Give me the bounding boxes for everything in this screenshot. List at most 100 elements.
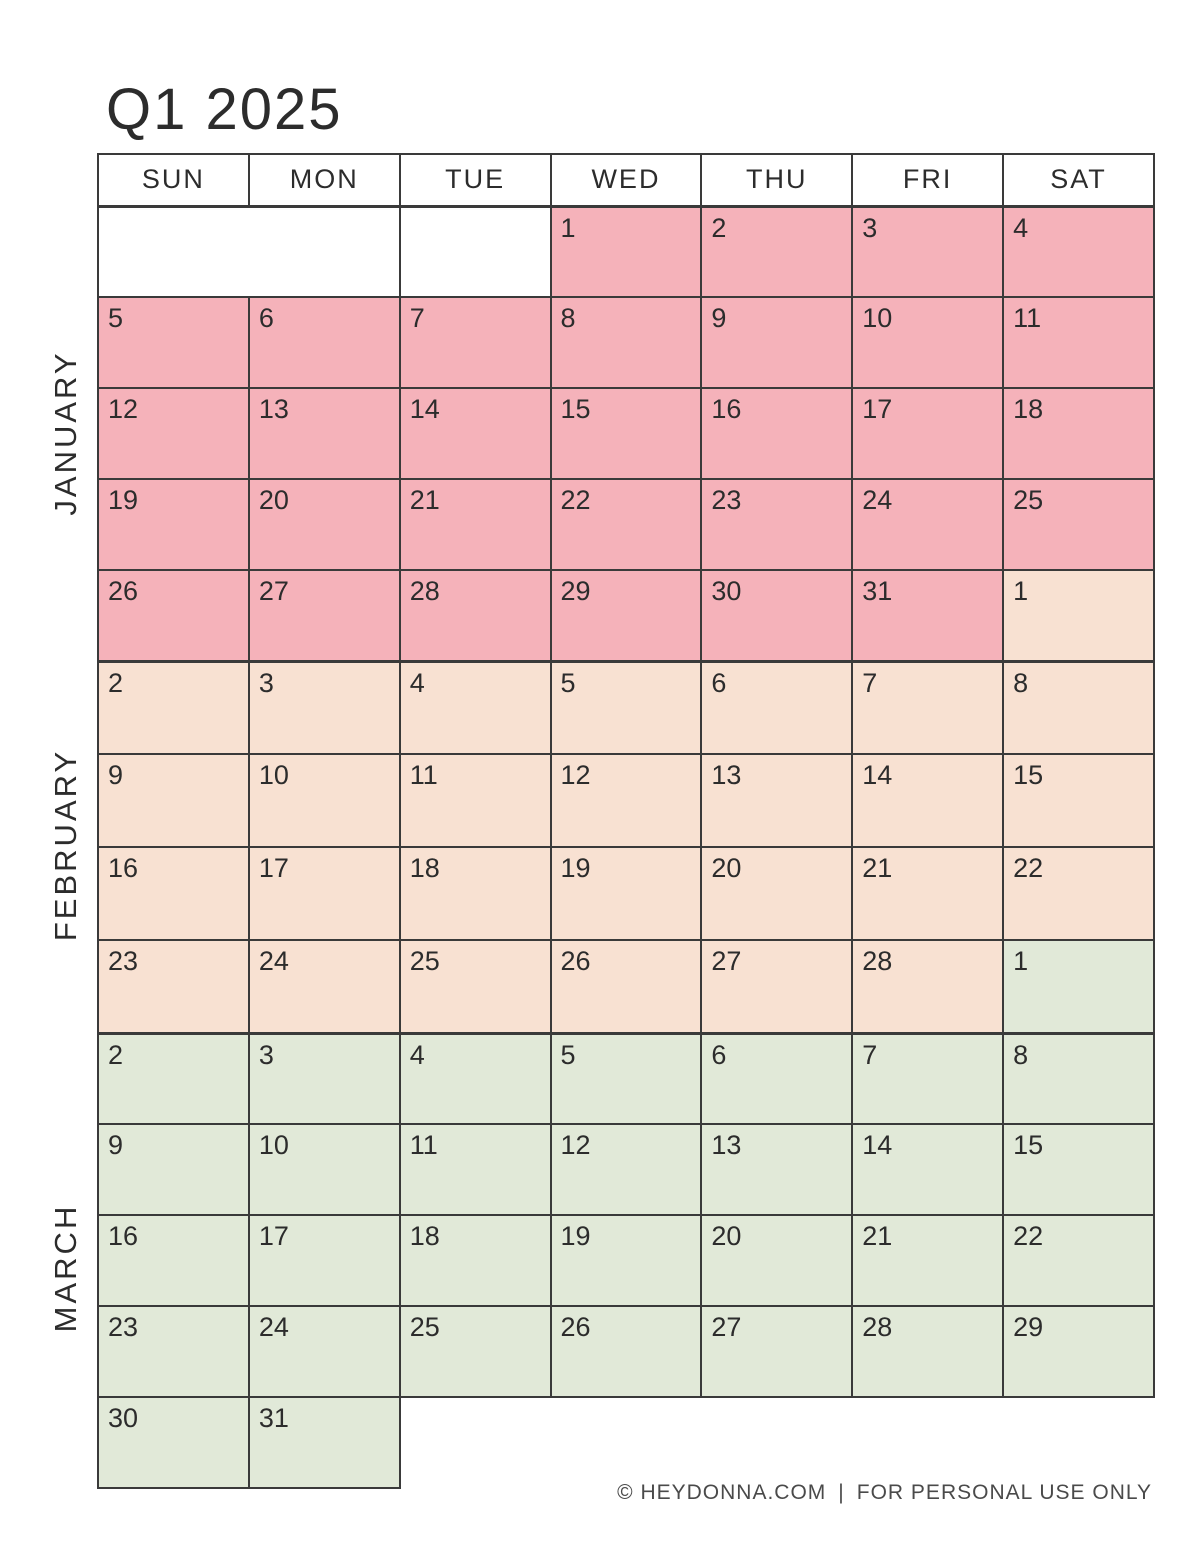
day-cell-march-27: 27 xyxy=(700,1305,854,1398)
day-cell-january-11: 11 xyxy=(1002,296,1155,389)
day-cell-january-10: 10 xyxy=(851,296,1005,389)
day-cell-march-2: 2 xyxy=(97,1032,250,1125)
day-cell-february-9: 9 xyxy=(97,753,250,848)
week-row-february-3: 16 17 18 19 20 21 22 xyxy=(97,846,1155,941)
day-cell-march-19: 19 xyxy=(549,1214,703,1307)
day-cell-february-12: 12 xyxy=(549,753,703,848)
day-cell-march-17: 17 xyxy=(247,1214,401,1307)
day-cell-march-14: 14 xyxy=(851,1123,1005,1216)
day-cell-january-15: 15 xyxy=(549,387,703,480)
empty-area xyxy=(852,1397,1003,1488)
calendar-table: SUN MON TUE WED THU FRI SAT 1 2 3 4 5 6 7 8 9 10 11 12 13 1… xyxy=(97,153,1155,1489)
day-cell-february-18: 18 xyxy=(398,846,552,941)
day-cell-march-18: 18 xyxy=(398,1214,552,1307)
day-cell-february-7: 7 xyxy=(851,660,1005,755)
week-row-march-2: 9 10 11 12 13 14 15 xyxy=(97,1123,1155,1216)
day-cell-march-26: 26 xyxy=(549,1305,703,1398)
day-cell-january-19: 19 xyxy=(97,478,250,571)
day-cell-february-20: 20 xyxy=(700,846,854,941)
day-cell-january-24: 24 xyxy=(851,478,1005,571)
day-cell-february-15: 15 xyxy=(1002,753,1155,848)
day-cell-february-6: 6 xyxy=(700,660,854,755)
week-row-january-4: 19 20 21 22 23 24 25 xyxy=(97,478,1155,571)
day-cell-january-3: 3 xyxy=(851,205,1005,298)
day-cell-march-15: 15 xyxy=(1002,1123,1155,1216)
day-cell-january-25: 25 xyxy=(1002,478,1155,571)
day-cell-march-24: 24 xyxy=(247,1305,401,1398)
empty-area xyxy=(400,1397,551,1488)
day-cell-march-4: 4 xyxy=(398,1032,552,1125)
day-cell-march-10: 10 xyxy=(247,1123,401,1216)
day-cell-march-16: 16 xyxy=(97,1214,250,1307)
day-cell-march-25: 25 xyxy=(398,1305,552,1398)
week-row-march-3: 16 17 18 19 20 21 22 xyxy=(97,1214,1155,1307)
day-cell-february-8: 8 xyxy=(1002,660,1155,755)
month-label-january: JANUARY xyxy=(48,350,83,516)
day-cell-january-2: 2 xyxy=(700,205,854,298)
day-cell-march-5: 5 xyxy=(549,1032,703,1125)
day-cell-february-17: 17 xyxy=(247,846,401,941)
day-cell-february-24: 24 xyxy=(247,939,401,1035)
day-cell-february-23: 23 xyxy=(97,939,250,1035)
day-cell-march-9: 9 xyxy=(97,1123,250,1216)
empty-area xyxy=(701,1397,852,1488)
day-header-fri: FRI xyxy=(851,153,1005,208)
day-cell-january-1: 1 xyxy=(549,205,703,298)
day-cell-january-5: 5 xyxy=(97,296,250,389)
day-cell-march-6: 6 xyxy=(700,1032,854,1125)
day-cell-february-1: 1 xyxy=(1002,569,1155,663)
day-cell-february-10: 10 xyxy=(247,753,401,848)
day-cell-january-8: 8 xyxy=(549,296,703,389)
day-cell-february-4: 4 xyxy=(398,660,552,755)
day-cell-january-16: 16 xyxy=(700,387,854,480)
week-row-february-2: 9 10 11 12 13 14 15 xyxy=(97,753,1155,848)
day-cell-january-6: 6 xyxy=(247,296,401,389)
day-cell-january-30: 30 xyxy=(700,569,854,663)
day-header-sun: SUN xyxy=(97,153,250,208)
day-cell-february-11: 11 xyxy=(398,753,552,848)
day-cell-march-7: 7 xyxy=(851,1032,1005,1125)
day-cell-february-28: 28 xyxy=(851,939,1005,1035)
blank-cell xyxy=(97,205,401,298)
day-cell-march-29: 29 xyxy=(1002,1305,1155,1398)
day-cell-march-12: 12 xyxy=(549,1123,703,1216)
day-cell-january-31: 31 xyxy=(851,569,1005,663)
footer-usage: FOR PERSONAL USE ONLY xyxy=(856,1481,1152,1504)
footer: © HEYDONNA.COM | FOR PERSONAL USE ONLY xyxy=(617,1481,1152,1505)
day-cell-january-29: 29 xyxy=(549,569,703,663)
day-cell-january-22: 22 xyxy=(549,478,703,571)
day-cell-march-22: 22 xyxy=(1002,1214,1155,1307)
day-cell-march-31: 31 xyxy=(247,1396,401,1489)
weekday-header-row: SUN MON TUE WED THU FRI SAT xyxy=(97,153,1155,208)
day-cell-march-20: 20 xyxy=(700,1214,854,1307)
day-cell-february-16: 16 xyxy=(97,846,250,941)
day-cell-january-12: 12 xyxy=(97,387,250,480)
day-cell-january-18: 18 xyxy=(1002,387,1155,480)
day-header-wed: WED xyxy=(549,153,703,208)
footer-copyright: © HEYDONNA.COM xyxy=(617,1481,827,1504)
day-cell-february-13: 13 xyxy=(700,753,854,848)
footer-divider: | xyxy=(838,1481,845,1504)
day-cell-march-11: 11 xyxy=(398,1123,552,1216)
day-cell-february-3: 3 xyxy=(247,660,401,755)
day-cell-march-23: 23 xyxy=(97,1305,250,1398)
day-cell-march-28: 28 xyxy=(851,1305,1005,1398)
day-cell-january-23: 23 xyxy=(700,478,854,571)
day-cell-january-17: 17 xyxy=(851,387,1005,480)
month-label-march: MARCH xyxy=(48,1203,83,1333)
blank-cell xyxy=(398,205,552,298)
day-cell-january-13: 13 xyxy=(247,387,401,480)
day-cell-january-20: 20 xyxy=(247,478,401,571)
day-cell-march-1: 1 xyxy=(1002,939,1155,1035)
week-row-january-3: 12 13 14 15 16 17 18 xyxy=(97,387,1155,480)
day-cell-january-26: 26 xyxy=(97,569,250,663)
day-cell-january-7: 7 xyxy=(398,296,552,389)
day-header-sat: SAT xyxy=(1002,153,1155,208)
day-cell-january-4: 4 xyxy=(1002,205,1155,298)
page-title: Q1 2025 xyxy=(106,77,343,142)
week-row-march-5: 30 31 xyxy=(97,1396,1154,1489)
day-cell-february-22: 22 xyxy=(1002,846,1155,941)
day-header-thu: THU xyxy=(700,153,854,208)
